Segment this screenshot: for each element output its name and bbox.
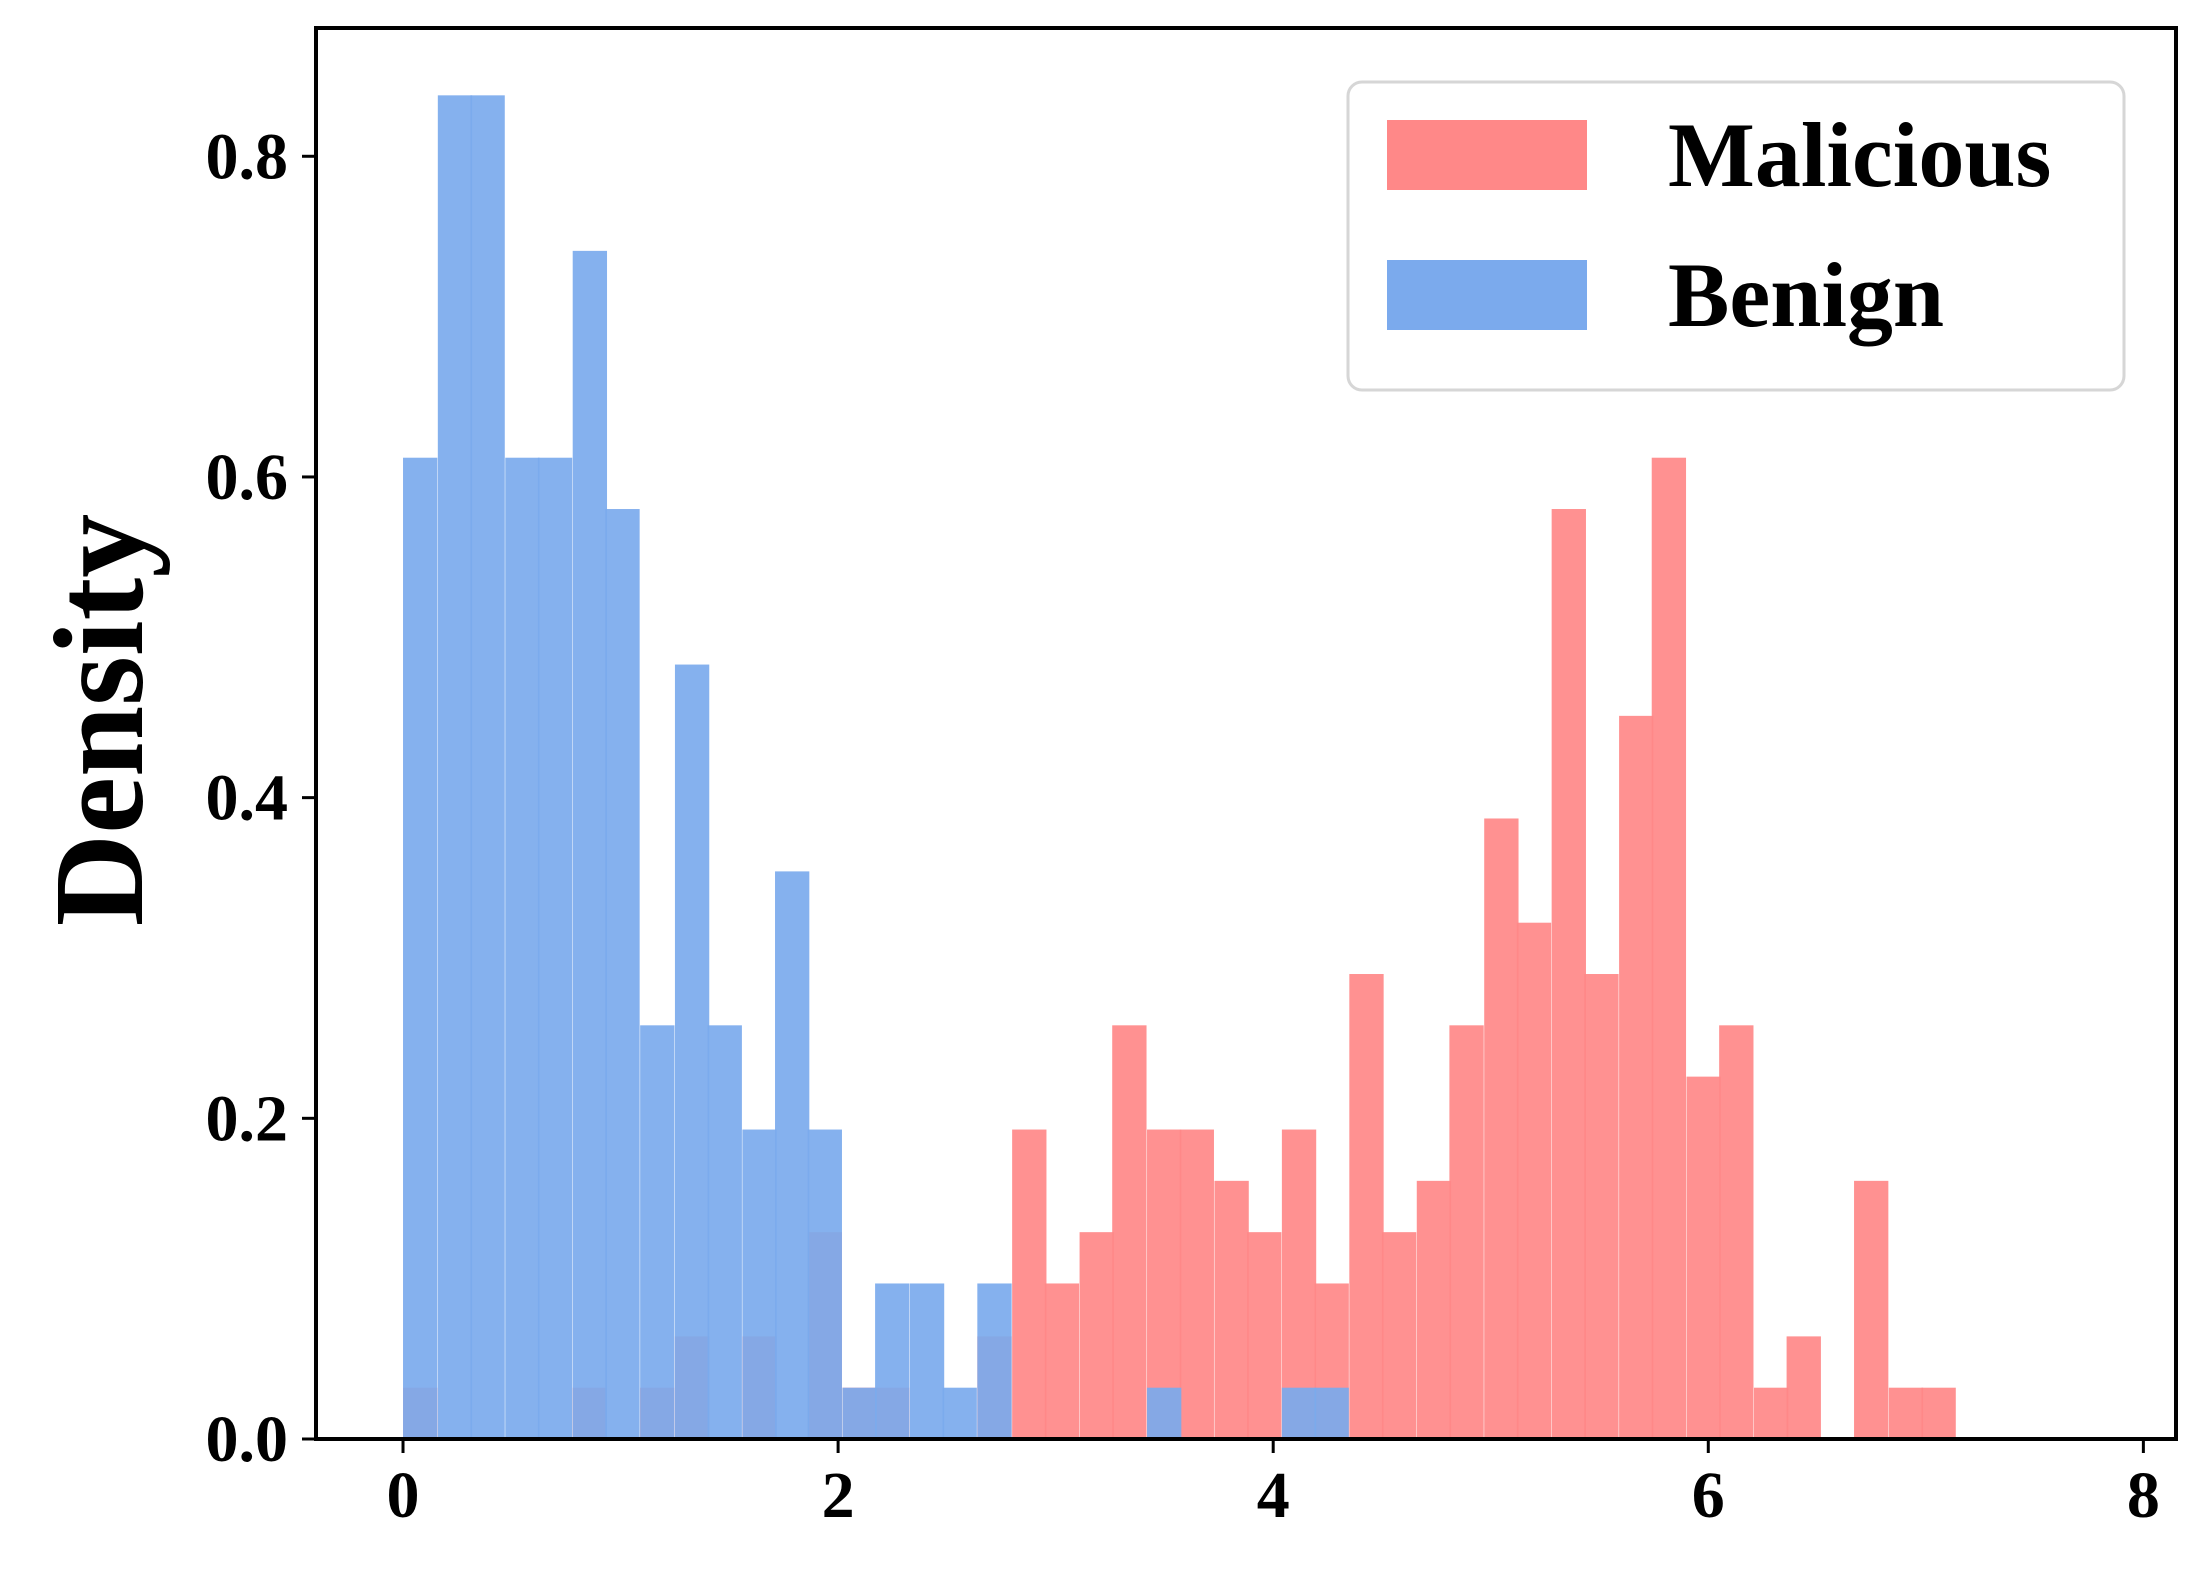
histogram-bar-malicious [1214,1180,1249,1439]
histogram-bar-malicious [1112,1025,1147,1439]
histogram-bar-benign [1281,1387,1317,1439]
axes: 0 2 4 6 8 0.0 0.2 0.4 0.6 0.8 [206,26,2178,1532]
histogram-bar-malicious [1349,974,1384,1439]
histogram-bar-malicious [1686,1076,1721,1439]
x-tick-label: 0 [387,1459,420,1532]
histogram-bar-benign [942,1387,977,1439]
histogram-bar-malicious [1551,509,1586,1439]
histogram-bar-benign [403,457,438,1440]
y-tick-label: 0.6 [206,441,289,514]
histogram-bar-benign [537,457,573,1440]
histogram-bar-benign [977,1283,1012,1439]
histogram-bar-malicious [1619,715,1654,1439]
legend-swatch-benign [1387,260,1587,330]
legend-label-malicious: Malicious [1668,104,2051,206]
histogram-bar-malicious [1753,1387,1789,1439]
histogram-bar-malicious [1888,1387,1924,1439]
histogram-bar-malicious [1381,1232,1417,1439]
x-tick-label: 4 [1257,1459,1290,1532]
histogram-bar-malicious [1449,1025,1484,1439]
histogram-bar-malicious [1921,1387,1956,1439]
histogram-bar-malicious [1281,1129,1317,1439]
histogram-bar-malicious [1044,1283,1080,1439]
histogram-bar-benign [775,871,810,1439]
y-tick-label: 0.2 [206,1082,289,1155]
histogram-bar-benign [505,457,540,1440]
histogram-bars [403,95,1956,1440]
y-tick-label: 0.8 [206,120,289,193]
legend-swatch-malicious [1387,120,1587,190]
histogram-bar-malicious [1651,457,1687,1440]
histogram-bar-malicious [1516,922,1552,1439]
histogram-bar-malicious [1179,1129,1214,1439]
histogram-bar-benign [1147,1387,1182,1439]
histogram-bar-malicious [1854,1180,1889,1439]
histogram-bar-malicious [1484,818,1519,1439]
x-tick-label: 8 [2127,1459,2160,1532]
histogram-bar-malicious [1584,974,1619,1439]
legend-label-benign: Benign [1668,244,1944,346]
histogram-bar-benign [707,1025,742,1439]
histogram-bar-malicious [1416,1180,1452,1439]
histogram-bar-benign [875,1283,910,1439]
histogram-bar-benign [807,1129,842,1439]
histogram-bar-benign [1314,1387,1349,1439]
x-tick-label: 2 [822,1459,855,1532]
histogram-bar-benign [842,1387,877,1439]
y-tick-label: 0.0 [206,1403,289,1476]
histogram-bar-benign [674,664,710,1439]
histogram-bar-benign [605,509,640,1439]
plot-frame [314,26,2178,1441]
series-benign [403,95,1349,1440]
histogram-bar-benign [572,250,608,1439]
histogram-bar-benign [470,95,505,1440]
histogram-bar-benign [437,95,473,1440]
legend: Malicious Benign [1346,80,2126,392]
histogram-bar-malicious [1079,1232,1114,1439]
histogram-bar-malicious [1786,1336,1821,1439]
histogram-bar-benign [909,1283,945,1439]
histogram-bar-malicious [1719,1025,1754,1439]
histogram-bar-benign [640,1025,675,1439]
y-axis-title: Density [28,514,170,926]
histogram-bar-benign [742,1129,777,1439]
x-tick-label: 6 [1692,1459,1725,1532]
y-tick-label: 0.4 [206,762,289,835]
histogram-bar-malicious [1247,1232,1282,1439]
histogram-bar-malicious [1012,1129,1047,1439]
histogram-bar-malicious [1147,1129,1182,1439]
